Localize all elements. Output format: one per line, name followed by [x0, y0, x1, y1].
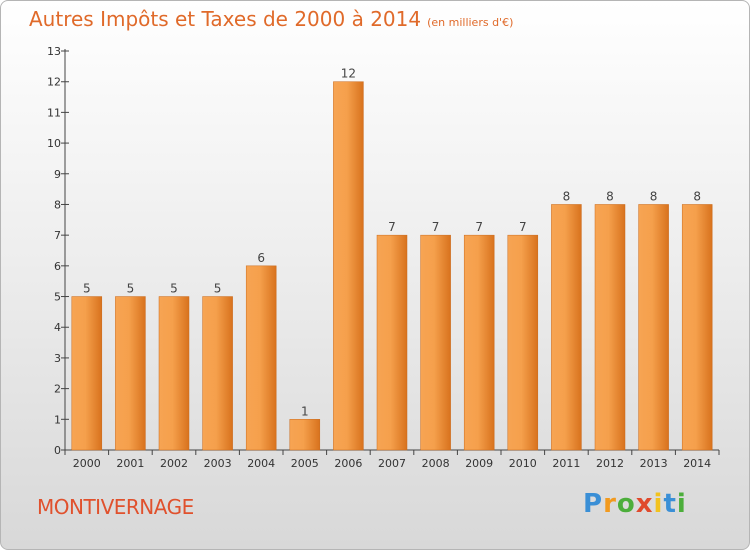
bar-value-label: 1: [301, 404, 309, 418]
bar-value-label: 7: [475, 220, 483, 234]
bar: [507, 234, 539, 451]
title-text: Autres Impôts et Taxes de 2000 à 2014: [29, 7, 422, 31]
y-tick-label: 11: [47, 106, 61, 119]
x-tick-label: 2001: [116, 457, 144, 470]
x-tick-label: 2000: [73, 457, 101, 470]
bar: [71, 296, 103, 451]
x-tick-label: 2011: [552, 457, 580, 470]
proxiti-logo: Proxiti: [583, 489, 687, 519]
bar: [420, 234, 451, 451]
bar: [463, 234, 495, 451]
y-tick-label: 9: [54, 168, 61, 181]
x-tick-label: 2002: [160, 457, 188, 470]
x-tick-label: 2009: [465, 457, 493, 470]
y-tick-label: 2: [54, 383, 61, 396]
bar: [115, 296, 146, 451]
x-tick-label: 2010: [509, 457, 537, 470]
y-tick-label: 6: [54, 260, 61, 273]
bar-value-label: 8: [563, 189, 571, 203]
bar: [551, 204, 582, 451]
x-tick-label: 2012: [596, 457, 624, 470]
bar: [245, 265, 277, 451]
y-tick-label: 5: [54, 291, 61, 304]
x-tick-label: 2005: [291, 457, 319, 470]
chart-subtitle: (en milliers d'€): [427, 16, 514, 29]
x-tick-label: 2007: [378, 457, 406, 470]
x-tick-label: 2003: [204, 457, 232, 470]
bar-value-label: 8: [693, 189, 701, 203]
bar-value-label: 6: [257, 251, 265, 265]
y-tick-label: 8: [54, 198, 61, 211]
bar-value-label: 5: [127, 282, 135, 296]
bar: [333, 81, 364, 451]
commune-name: MONTIVERNAGE: [37, 495, 194, 519]
bar-value-label: 7: [388, 220, 396, 234]
y-tick-label: 1: [54, 413, 61, 426]
bar: [289, 419, 321, 451]
bar: [158, 296, 190, 451]
y-tick-label: 7: [54, 229, 61, 242]
bar: [202, 296, 233, 451]
x-tick-label: 2013: [640, 457, 668, 470]
bar-value-label: 5: [83, 282, 91, 296]
bar: [594, 204, 626, 451]
bar: [681, 204, 713, 451]
x-tick-label: 2014: [683, 457, 711, 470]
y-tick-label: 4: [54, 321, 61, 334]
y-tick-label: 3: [54, 352, 61, 365]
bar-value-label: 12: [341, 67, 356, 81]
bar: [376, 234, 408, 451]
bar-value-label: 7: [519, 220, 527, 234]
bar-value-label: 5: [170, 282, 178, 296]
x-tick-label: 2006: [334, 457, 362, 470]
bar: [638, 204, 669, 451]
y-tick-label: 10: [47, 137, 61, 150]
bar-value-label: 7: [432, 220, 440, 234]
bar-value-label: 8: [606, 189, 614, 203]
chart-title: Autres Impôts et Taxes de 2000 à 2014 (en…: [29, 7, 513, 31]
x-tick-label: 2004: [247, 457, 275, 470]
y-tick-label: 0: [54, 444, 61, 457]
y-tick-label: 12: [47, 76, 61, 89]
y-tick-label: 13: [47, 45, 61, 58]
x-tick-label: 2008: [422, 457, 450, 470]
bar-value-label: 5: [214, 282, 222, 296]
bar-value-label: 8: [650, 189, 658, 203]
